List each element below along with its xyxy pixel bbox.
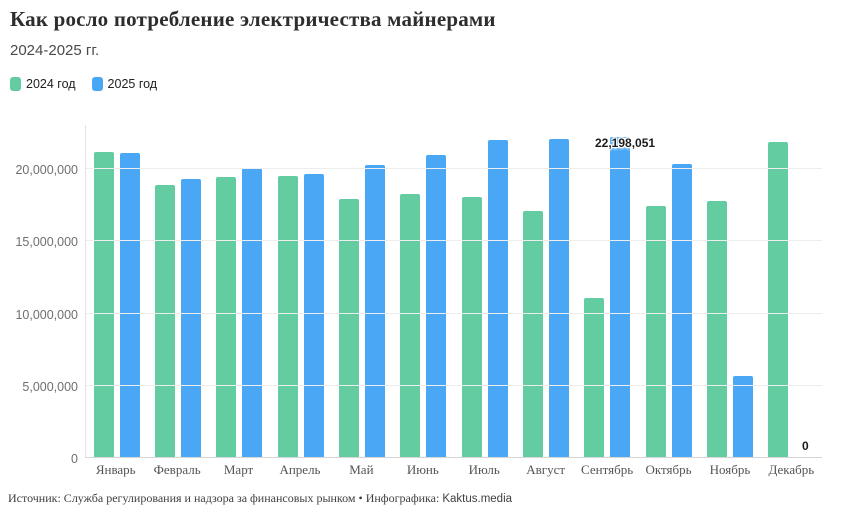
bar-group-5	[331, 125, 392, 458]
y-tick-label: 0	[71, 452, 78, 466]
value-annotation: 22,198,051	[595, 136, 656, 151]
legend-label-2025: 2025 год	[107, 77, 158, 91]
value-annotation: 0	[801, 439, 809, 453]
x-tick-label-3: Март	[223, 462, 254, 477]
bar-group-1	[86, 125, 147, 458]
bar-2024-март[interactable]	[216, 176, 237, 458]
x-tick-label-12: Декабрь	[768, 462, 815, 477]
bar-2024-май[interactable]	[338, 199, 359, 458]
x-tick-label-7: Июль	[468, 462, 500, 477]
bar-2025-апрель[interactable]	[303, 174, 324, 458]
x-axis-line	[86, 457, 822, 458]
x-tick-label-6: Июнь	[406, 462, 439, 477]
x-tick-label-5: Май	[349, 462, 374, 477]
x-tick-label-1: Январь	[95, 462, 136, 477]
x-tick-label-2: Февраль	[153, 462, 201, 477]
bar-2025-июль[interactable]	[487, 140, 508, 458]
bar-2024-август[interactable]	[522, 210, 543, 458]
y-tick-label: 15,000,000	[15, 235, 78, 250]
bar-group-9	[577, 125, 638, 458]
bar-group-11	[699, 125, 760, 458]
chart-title: Как росло потребление электричества майн…	[10, 7, 496, 31]
y-tick-label: 5,000,000	[22, 379, 78, 394]
gridline	[86, 384, 822, 386]
plot-area: 22,198,051 0	[85, 125, 822, 458]
bar-group-3	[209, 125, 270, 458]
bar-2025-июнь[interactable]	[426, 155, 447, 458]
bar-group-7	[454, 125, 515, 458]
x-tick-label-8: Август	[526, 462, 566, 477]
bar-group-8	[515, 125, 576, 458]
bar-2024-сентябрь[interactable]	[584, 298, 605, 458]
bar-group-10	[638, 125, 699, 458]
bar-2025-октябрь[interactable]	[671, 163, 692, 458]
x-tick-label-4: Апрель	[279, 462, 321, 477]
y-tick-label: 10,000,000	[15, 307, 78, 322]
bar-2024-июнь[interactable]	[400, 193, 421, 458]
legend-swatch-2025-icon	[91, 77, 103, 91]
bar-2025-август[interactable]	[548, 139, 569, 458]
chart-subtitle: 2024-2025 гг.	[10, 42, 100, 59]
gridline	[86, 312, 822, 314]
legend-label-2024: 2024 год	[26, 77, 76, 91]
bar-2024-октябрь[interactable]	[645, 205, 666, 458]
bar-2024-февраль[interactable]	[154, 184, 175, 458]
bar-2025-май[interactable]	[364, 164, 385, 458]
x-tick-label-9: Сентябрь	[581, 462, 634, 477]
bar-2024-июль[interactable]	[461, 197, 482, 458]
bar-2025-январь[interactable]	[119, 153, 140, 458]
bar-2025-сентябрь[interactable]	[610, 137, 631, 458]
bar-group-6	[393, 125, 454, 458]
legend-item-2025: 2025 год	[91, 77, 158, 91]
bar-2024-ноябрь[interactable]	[706, 200, 727, 458]
bar-2024-декабрь[interactable]	[768, 142, 789, 458]
bar-2024-январь[interactable]	[93, 151, 114, 458]
x-tick-label-11: Ноябрь	[709, 462, 751, 477]
gridline	[86, 168, 822, 169]
legend: 2024 год 2025 год	[10, 77, 157, 91]
legend-item-2024: 2024 год	[10, 77, 76, 91]
bar-group-12	[761, 125, 822, 458]
source-brand: Kaktus.media	[442, 493, 513, 505]
y-tick-label: 20,000,000	[15, 163, 78, 177]
y-axis-labels: 0 5,000,000 10,000,000 15,000,000 20,000,000	[0, 125, 78, 466]
bars-container	[86, 125, 822, 458]
legend-swatch-2024-icon	[10, 77, 21, 91]
x-tick-label-10: Октябрь	[645, 462, 692, 477]
bar-2024-апрель[interactable]	[277, 175, 298, 458]
bar-2025-февраль[interactable]	[180, 179, 201, 458]
bar-group-2	[147, 125, 208, 458]
bar-2025-ноябрь[interactable]	[732, 375, 753, 458]
bar-group-4	[270, 125, 331, 458]
gridline	[86, 240, 822, 242]
source-note: Источник: Служба регулирования и надзора…	[8, 491, 512, 506]
source-text: Источник: Служба регулирования и надзора…	[8, 491, 443, 505]
x-axis-labels: Январь Февраль Март Апрель Май Июнь Июль Август…	[85, 462, 822, 478]
